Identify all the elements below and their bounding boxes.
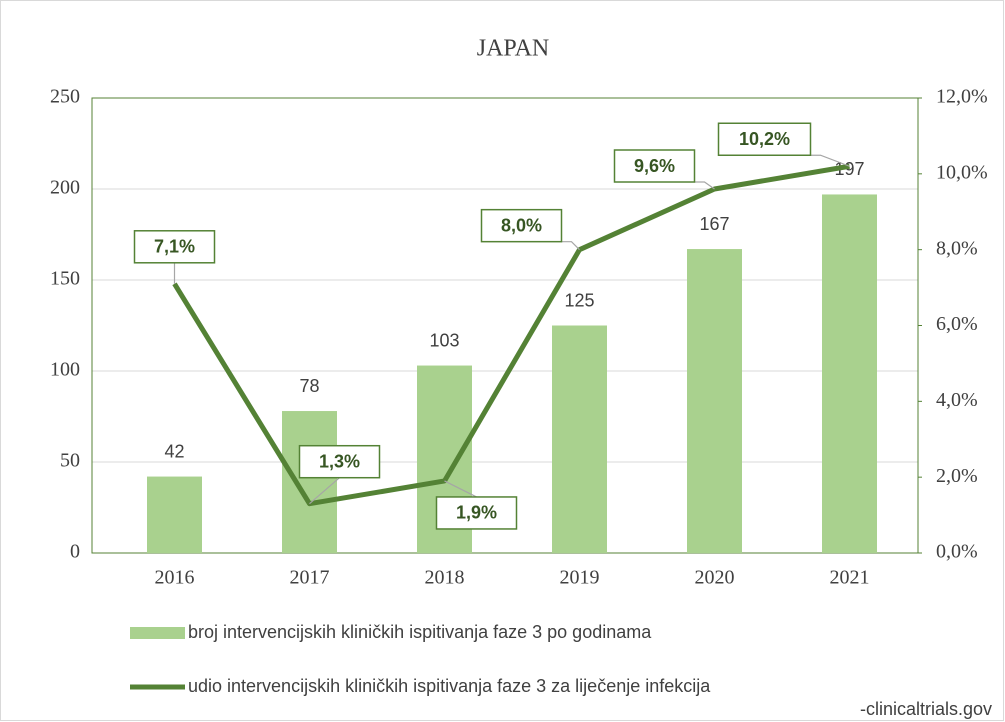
y-tick-label: 100 [50, 359, 80, 381]
legend-swatch [130, 627, 185, 639]
leader-line [309, 477, 340, 505]
y2-tick-label: 4,0% [936, 389, 978, 411]
label-box [133, 230, 216, 264]
bar-label: 167 [699, 214, 729, 234]
label-box [717, 122, 812, 156]
y2-tick-label: 6,0% [936, 313, 978, 335]
y-tick-label: 50 [60, 450, 80, 472]
bar-label: 125 [564, 290, 594, 310]
x-tick-label: 2016 [155, 567, 195, 589]
leader-line [561, 241, 580, 251]
line-label: 7,1% [154, 237, 195, 257]
bar-label: 197 [834, 159, 864, 179]
line-label: 8,0% [501, 215, 542, 235]
x-tick-label: 2019 [560, 567, 600, 589]
y2-tick-label: 12,0% [936, 86, 988, 108]
legend-label: broj intervencijskih kliničkih ispitivan… [188, 622, 652, 642]
leader-line [810, 154, 850, 167]
y2-tick-label: 2,0% [936, 465, 978, 487]
bar-label: 78 [299, 376, 319, 396]
label-box [613, 149, 696, 183]
y-tick-label: 0 [70, 541, 80, 563]
x-tick-label: 2018 [425, 567, 465, 589]
bar [282, 411, 337, 553]
y-tick-label: 200 [50, 177, 80, 199]
legend-label: udio intervencijskih kliničkih ispitivan… [188, 676, 711, 696]
line-label: 10,2% [739, 129, 790, 149]
leader-line [444, 480, 477, 498]
label-box [480, 208, 563, 243]
line-label: 9,6% [634, 156, 675, 176]
x-tick-label: 2017 [290, 567, 330, 589]
leader-line [694, 181, 715, 190]
bar-label: 42 [164, 441, 184, 461]
bar [147, 476, 202, 553]
line [172, 163, 850, 507]
y2-tick-label: 8,0% [936, 237, 978, 259]
bar [552, 325, 607, 553]
y2-tick-label: 0,0% [936, 541, 978, 563]
line-label: 1,3% [319, 451, 360, 471]
source-note: -clinicaltrials.gov [860, 699, 992, 719]
x-tick-label: 2020 [695, 567, 735, 589]
label-box [298, 444, 381, 479]
y-tick-label: 250 [50, 86, 80, 108]
label-box [435, 496, 518, 530]
bar [687, 249, 742, 553]
x-tick-label: 2021 [830, 567, 870, 589]
y-tick-label: 150 [50, 268, 80, 290]
bar-label: 103 [429, 330, 459, 350]
y2-tick-label: 10,0% [936, 161, 988, 183]
bar [822, 194, 877, 553]
chart-title: JAPAN [477, 36, 549, 62]
plot-border [91, 97, 919, 554]
line-label: 1,9% [456, 503, 497, 523]
